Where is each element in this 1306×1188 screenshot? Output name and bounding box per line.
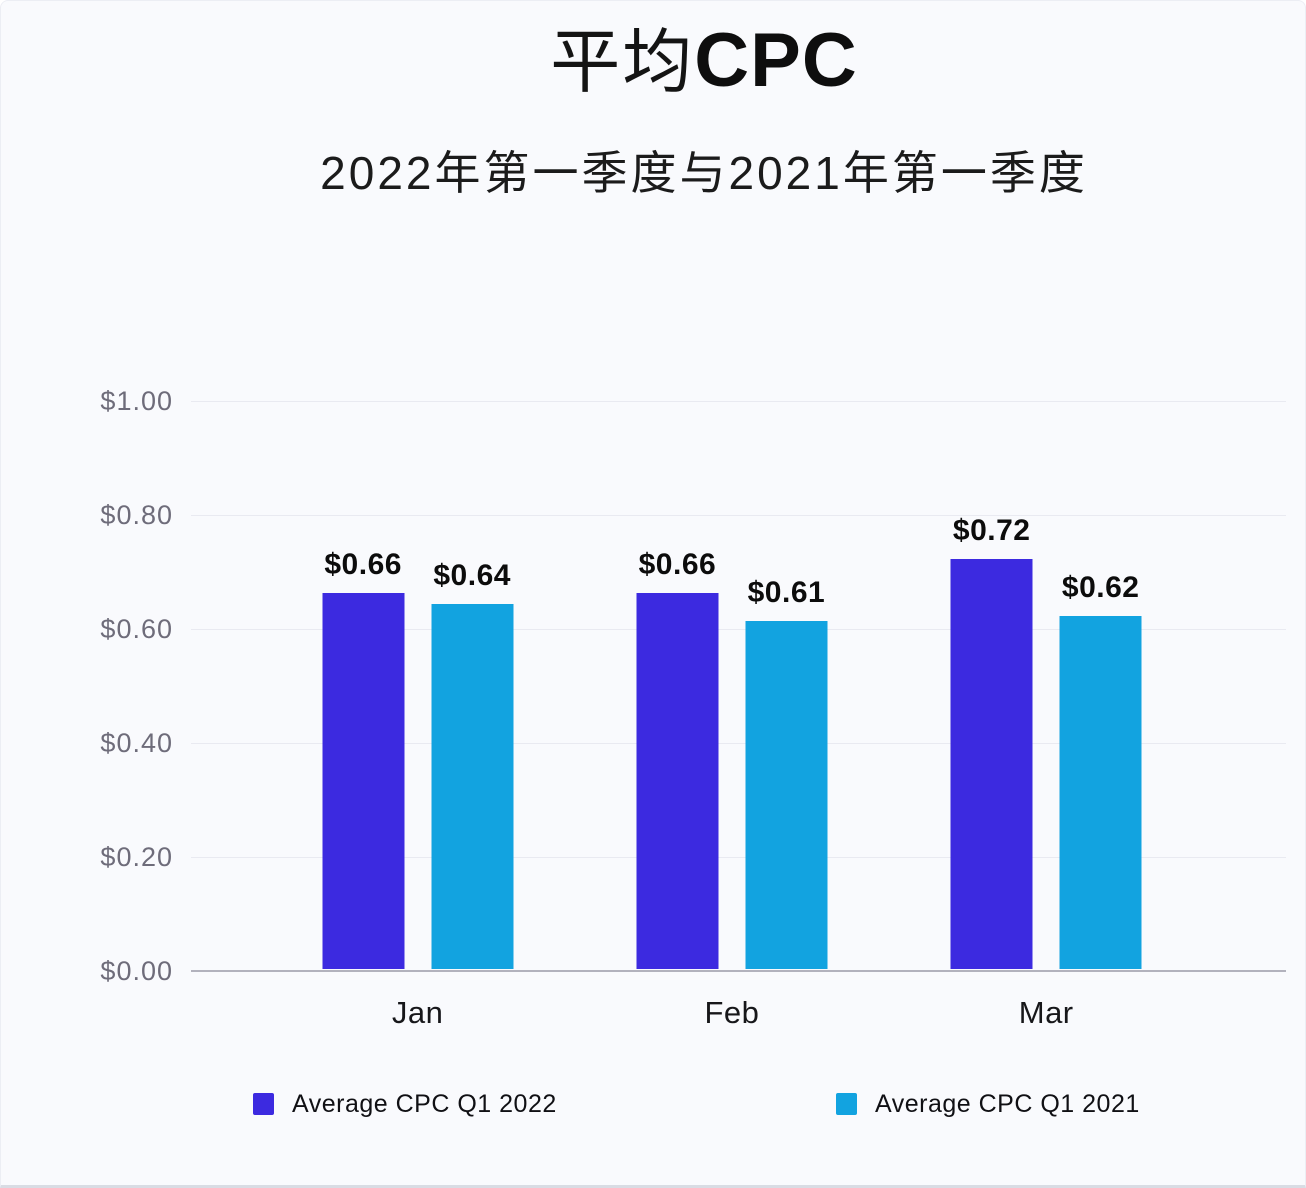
gridline	[191, 629, 1286, 630]
bar-q1-2021-jan	[431, 604, 514, 969]
y-axis-tick-label: $0.60	[100, 614, 173, 644]
chart-header: 平均CPC 2022年第一季度与2021年第一季度	[101, 1, 1305, 203]
y-axis-tick-label: $0.20	[100, 842, 173, 872]
bar-value-label: $0.66	[638, 547, 717, 581]
bar-value-label: $0.66	[324, 547, 402, 581]
y-axis-tick-label: $0.00	[100, 956, 173, 986]
legend-swatch-icon	[253, 1093, 274, 1115]
chart-title-cjk: 平均	[550, 21, 695, 103]
chart-subtitle: 2022年第一季度与2021年第一季度	[320, 147, 1088, 199]
bar-q1-2021-feb	[745, 621, 828, 969]
bar-value-label: $0.61	[747, 576, 826, 610]
x-axis: Jan Feb Mar	[191, 995, 1286, 1039]
x-axis-label-feb: Feb	[704, 995, 760, 1030]
bar-column: $0.62	[1059, 570, 1142, 969]
bar-group-mar: $0.72 $0.62	[950, 513, 1142, 969]
y-axis-tick-label: $0.80	[100, 500, 173, 530]
bar-value-label: $0.62	[1061, 570, 1140, 604]
bar-column: $0.64	[431, 559, 514, 969]
bar-column: $0.72	[950, 513, 1033, 969]
legend-item-q1-2021: Average CPC Q1 2021	[836, 1087, 1140, 1121]
x-axis-label-mar: Mar	[1018, 995, 1074, 1030]
legend-label: Average CPC Q1 2021	[875, 1089, 1140, 1118]
bar-column: $0.66	[636, 547, 719, 969]
chart-title-latin: CPC	[694, 18, 858, 103]
bar-q1-2022-jan	[322, 592, 405, 969]
gridline	[191, 515, 1286, 516]
y-axis-tick-label: $1.00	[100, 386, 173, 416]
plot-area: $0.66 $0.64 $0.66 $0.61 $0.72 $0.62	[191, 401, 1286, 972]
legend-swatch-icon	[836, 1093, 857, 1115]
gridline	[191, 743, 1286, 744]
x-axis-label-jan: Jan	[391, 995, 444, 1030]
legend: Average CPC Q1 2022 Average CPC Q1 2021	[1, 1087, 1305, 1127]
chart-title: 平均CPC	[101, 23, 1305, 99]
bar-q1-2022-feb	[636, 592, 719, 969]
gridline	[191, 857, 1286, 858]
gridline	[191, 401, 1286, 402]
bar-value-label: $0.72	[952, 513, 1031, 547]
bar-value-label: $0.64	[433, 559, 511, 593]
y-axis-tick-label: $0.40	[100, 728, 173, 758]
y-axis: $1.00 $0.80 $0.60 $0.40 $0.20 $0.00	[1, 386, 173, 986]
bar-column: $0.61	[745, 576, 828, 969]
legend-label: Average CPC Q1 2022	[292, 1089, 557, 1118]
bar-group-jan: $0.66 $0.64	[322, 547, 514, 969]
bar-column: $0.66	[322, 547, 405, 969]
legend-item-q1-2022: Average CPC Q1 2022	[253, 1087, 557, 1121]
bar-group-feb: $0.66 $0.61	[636, 547, 828, 969]
gridline	[191, 970, 1286, 972]
bar-q1-2021-mar	[1059, 615, 1142, 969]
bar-q1-2022-mar	[950, 558, 1033, 969]
